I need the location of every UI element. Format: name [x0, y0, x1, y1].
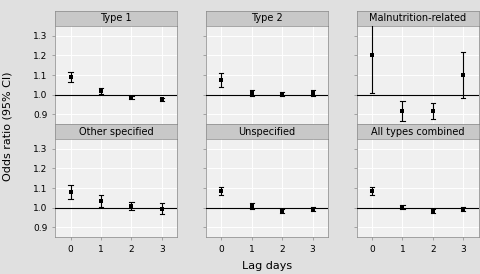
Text: Type 1: Type 1	[100, 13, 132, 24]
Text: Malnutrition-related: Malnutrition-related	[368, 13, 465, 24]
Point	[97, 89, 105, 93]
Point	[97, 199, 105, 203]
Point	[278, 208, 286, 213]
Text: All types combined: All types combined	[370, 127, 464, 136]
Text: Lag days: Lag days	[241, 261, 291, 271]
Point	[428, 109, 436, 113]
Point	[247, 204, 255, 208]
Point	[217, 78, 225, 82]
Text: Unspecified: Unspecified	[238, 127, 295, 136]
Text: Type 2: Type 2	[251, 13, 282, 24]
Point	[367, 189, 375, 193]
Point	[458, 206, 466, 211]
Point	[398, 109, 406, 113]
Text: Other specified: Other specified	[79, 127, 153, 136]
Point	[367, 53, 375, 58]
Point	[67, 75, 74, 79]
Point	[398, 204, 406, 209]
Text: Odds ratio (95% CI): Odds ratio (95% CI)	[2, 71, 12, 181]
Point	[308, 206, 316, 211]
Point	[308, 90, 316, 95]
Point	[158, 97, 166, 102]
Point	[458, 73, 466, 77]
Point	[127, 204, 135, 208]
Point	[158, 206, 166, 211]
Point	[217, 189, 225, 193]
Point	[278, 92, 286, 96]
Point	[127, 95, 135, 100]
Point	[247, 90, 255, 95]
Point	[67, 190, 74, 194]
Point	[428, 208, 436, 213]
